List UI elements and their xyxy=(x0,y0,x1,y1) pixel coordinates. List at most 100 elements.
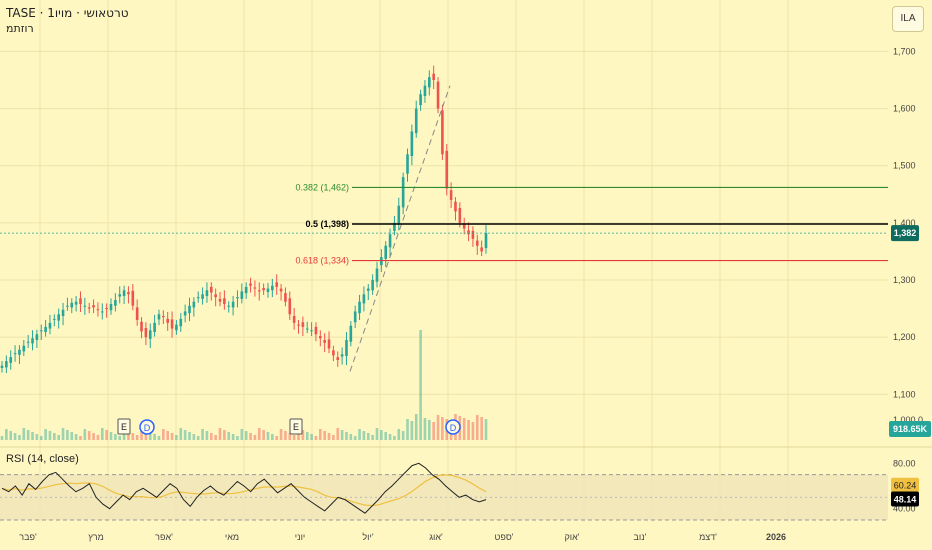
candle-body xyxy=(449,190,453,200)
candle-body xyxy=(31,338,34,344)
earnings-marker[interactable] xyxy=(117,418,131,435)
candle-body xyxy=(419,94,422,106)
x-tick-label: אוק' xyxy=(564,532,579,542)
volume-bar xyxy=(358,429,361,440)
candle-body xyxy=(223,298,226,304)
candle-body xyxy=(480,247,483,252)
volume-bar xyxy=(284,431,287,440)
volume-bar xyxy=(397,429,401,440)
candle-body xyxy=(323,340,326,343)
candle-body xyxy=(327,339,331,349)
candle-body xyxy=(458,208,462,223)
rsi-tick-label: 40.00 xyxy=(893,504,916,514)
candle-body xyxy=(114,300,117,306)
volume-bar xyxy=(419,330,422,440)
candle-body xyxy=(162,316,165,318)
x-tick-label: מאי xyxy=(225,532,239,542)
volume-bar xyxy=(26,430,30,440)
candle-body xyxy=(432,73,435,80)
candle-body xyxy=(353,311,357,323)
volume-bar xyxy=(318,429,322,440)
dividend-marker-label: D xyxy=(450,423,457,433)
x-tick-label: יול' xyxy=(362,532,373,542)
volume-bar xyxy=(227,432,231,440)
volume-bar xyxy=(9,431,13,440)
volume-bar xyxy=(148,432,152,440)
candle-body xyxy=(266,288,270,292)
candle-body xyxy=(231,301,235,308)
volume-bar xyxy=(410,421,414,440)
volume-bar xyxy=(375,428,379,440)
volume-bar xyxy=(205,431,209,440)
candle-body xyxy=(179,318,183,327)
volume-bar xyxy=(0,436,4,440)
candle-body xyxy=(253,287,257,289)
volume-bar xyxy=(275,436,279,440)
dividend-marker[interactable] xyxy=(445,419,461,435)
candle-body xyxy=(349,325,353,342)
volume-bar xyxy=(279,429,283,440)
candle-body xyxy=(5,361,8,368)
candle-body xyxy=(148,330,152,339)
volume-bar xyxy=(175,435,178,440)
volume-bar xyxy=(253,435,257,440)
volume-bar xyxy=(79,436,82,440)
last-price-label: 1,382 xyxy=(894,228,917,238)
volume-bar xyxy=(380,430,383,440)
volume-bar xyxy=(327,433,331,440)
candle-body xyxy=(318,336,322,339)
x-tick-label: אוג' xyxy=(429,532,443,542)
candle-body xyxy=(105,308,108,309)
volume-bar xyxy=(345,432,348,440)
volume-bar xyxy=(114,434,117,440)
last-price-badge xyxy=(891,225,919,242)
volume-bar xyxy=(441,417,444,440)
y-tick-label: 1,500 xyxy=(893,161,916,171)
volume-bar xyxy=(271,434,274,440)
volume-bar xyxy=(170,433,174,440)
rsi-ma-line xyxy=(1,474,487,507)
volume-bar xyxy=(393,436,396,440)
volume-bar xyxy=(223,430,226,440)
rsi-ma-badge xyxy=(891,477,919,493)
candle-body xyxy=(436,81,440,109)
volume-bar xyxy=(144,430,148,440)
candle-body xyxy=(87,307,91,309)
candle-body xyxy=(214,294,217,298)
volume-bar xyxy=(218,428,222,440)
candle-body xyxy=(445,150,449,189)
candle-body xyxy=(236,297,239,299)
candle-body xyxy=(428,77,431,88)
candle-body xyxy=(471,230,475,239)
candle-body xyxy=(314,326,318,335)
earnings-marker-label: E xyxy=(121,422,127,432)
candle-body xyxy=(18,349,21,355)
candle-body xyxy=(100,311,104,313)
symbol-subtitle: רוזתמ xyxy=(6,22,34,35)
candle-body xyxy=(271,285,274,291)
volume-bar xyxy=(231,434,235,440)
candle-body xyxy=(305,328,309,330)
candle-body xyxy=(262,288,265,291)
candle-body xyxy=(484,233,488,248)
volume-bar xyxy=(366,433,370,440)
candle-body xyxy=(192,301,196,308)
volume-bar xyxy=(5,429,8,440)
candle-body xyxy=(244,286,248,294)
volume-bar xyxy=(471,422,475,440)
candle-body xyxy=(118,294,122,297)
earnings-marker[interactable] xyxy=(289,418,303,435)
dividend-marker[interactable] xyxy=(139,419,155,435)
candle-body xyxy=(397,205,401,225)
candle-body xyxy=(292,316,296,323)
candle-body xyxy=(423,85,427,96)
volume-bar xyxy=(266,432,270,440)
candle-body xyxy=(388,234,392,248)
candle-body xyxy=(170,319,174,329)
currency-button[interactable]: ILA xyxy=(892,6,924,32)
volume-bar xyxy=(262,430,265,440)
volume-bar xyxy=(462,418,466,440)
symbol-title: TASE · טרטאושי · מויו1 xyxy=(6,6,129,20)
volume-badge xyxy=(889,421,931,437)
